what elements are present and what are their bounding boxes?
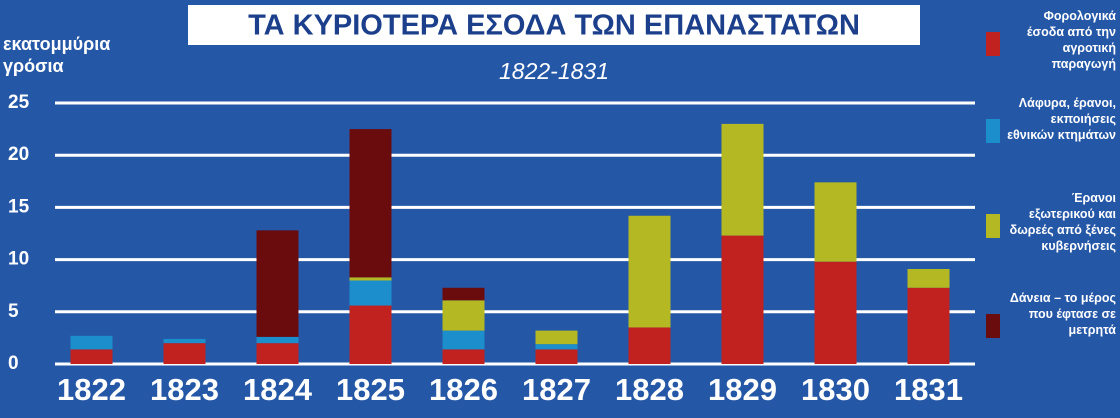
bar-segment bbox=[907, 268, 950, 288]
bar-segment bbox=[535, 330, 578, 345]
legend-swatch bbox=[986, 32, 1000, 56]
x-tick-label: 1828 bbox=[615, 372, 684, 407]
y-tick-label: 15 bbox=[8, 196, 30, 217]
bar-segment bbox=[721, 123, 764, 236]
bar-segment bbox=[814, 182, 857, 262]
legend-label: Δάνεια – το μέρος που έφτασε σε μετρητά bbox=[1009, 291, 1116, 337]
bar-segment bbox=[442, 287, 485, 301]
x-tick-label: 1827 bbox=[522, 372, 591, 407]
bar-segment bbox=[349, 277, 392, 281]
bar-segment bbox=[349, 305, 392, 364]
bar-segment bbox=[349, 129, 392, 278]
y-tick-label: 0 bbox=[8, 353, 19, 374]
title-box bbox=[188, 5, 920, 45]
y-tick-label: 10 bbox=[8, 249, 29, 270]
x-tick-label: 1830 bbox=[801, 372, 870, 407]
legend-label: Έρανοι εξωτερικού και δωρεές από ξένες κ… bbox=[1009, 191, 1116, 253]
bar-segment bbox=[442, 349, 485, 364]
x-tick-label: 1825 bbox=[336, 372, 405, 407]
legend-label: Φορολογικά έσοδα από την αγροτική παραγω… bbox=[1026, 9, 1116, 71]
bar-segment bbox=[256, 336, 299, 344]
x-tick-label: 1822 bbox=[57, 372, 126, 407]
legend-label: Λάφυρα, έρανοι, εκποιήσεις εθνικών κτημά… bbox=[1007, 96, 1116, 142]
legend-item: Δάνεια – το μέρος που έφτασε σε μετρητά bbox=[986, 290, 1116, 370]
x-tick-label: 1823 bbox=[150, 372, 219, 407]
y-tick-label: 25 bbox=[8, 92, 30, 113]
bar-segment bbox=[814, 261, 857, 364]
legend-item: Έρανοι εξωτερικού και δωρεές από ξένες κ… bbox=[986, 190, 1116, 270]
y-tick-label: 5 bbox=[8, 301, 19, 322]
x-tick-label: 1826 bbox=[429, 372, 498, 407]
bar-segment bbox=[535, 349, 578, 364]
legend-item: Λάφυρα, έρανοι, εκποιήσεις εθνικών κτημά… bbox=[986, 95, 1116, 175]
bar-segment bbox=[442, 300, 485, 331]
bar-segment bbox=[256, 230, 299, 337]
x-tick-label: 1829 bbox=[708, 372, 777, 407]
legend-swatch bbox=[986, 214, 1000, 238]
bar-segment bbox=[256, 343, 299, 364]
x-tick-label: 1831 bbox=[894, 372, 963, 407]
chart-title: ΤΑ ΚΥΡΙΟΤΕΡΑ ΕΣΟΔΑ ΤΩΝ ΕΠΑΝΑΣΤΑΤΩΝ bbox=[248, 10, 860, 42]
bar-segment bbox=[628, 215, 671, 328]
y-tick-label: 20 bbox=[8, 144, 29, 165]
legend-item: Φορολογικά έσοδα από την αγροτική παραγω… bbox=[986, 8, 1116, 88]
bar-segment bbox=[163, 338, 206, 344]
bar-segment bbox=[349, 280, 392, 306]
legend-swatch bbox=[986, 314, 1000, 338]
bar-segment bbox=[70, 349, 113, 364]
bar-segment bbox=[721, 235, 764, 364]
bar-segment bbox=[907, 287, 950, 364]
chart-subtitle: 1822-1831 bbox=[499, 58, 609, 84]
bar-segment bbox=[163, 343, 206, 364]
bar-segment bbox=[628, 327, 671, 364]
bar-segment bbox=[70, 335, 113, 350]
y-axis-label: εκατομμύρια γρόσια bbox=[3, 34, 111, 76]
bar-segment bbox=[535, 344, 578, 350]
x-tick-label: 1824 bbox=[243, 372, 313, 407]
bar-segment bbox=[442, 330, 485, 350]
legend-swatch bbox=[986, 119, 1000, 143]
